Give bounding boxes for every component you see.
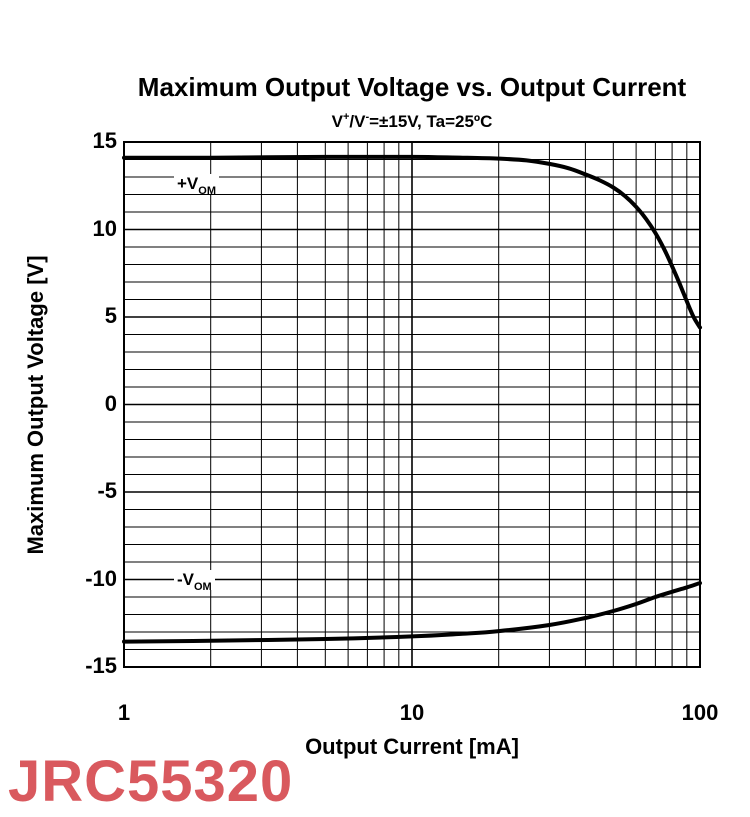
- y-tick-label: 5: [104, 303, 117, 328]
- series-line-minus-vom: [122, 581, 702, 644]
- series-label-plus-vom: +VOM: [174, 174, 220, 197]
- grid-lines: [124, 142, 700, 667]
- x-axis-label: Output Current [mA]: [305, 734, 519, 759]
- y-tick-label: 0: [104, 391, 117, 416]
- watermark-part-number: JRC55320: [8, 749, 294, 814]
- y-tick-label: -5: [97, 478, 117, 503]
- plot-frame: [123, 141, 701, 668]
- y-tick-label: 15: [92, 128, 117, 153]
- x-tick-label: 1: [117, 700, 131, 725]
- series-label-minus-vom: -VOM: [174, 570, 215, 593]
- series-line-plus-vom: [122, 154, 702, 330]
- x-tick-label: 100: [681, 700, 719, 725]
- x-tick-label: 10: [399, 700, 425, 725]
- y-tick-label: 10: [92, 216, 117, 241]
- y-tick-label: -15: [85, 653, 117, 678]
- y-tick-label: -10: [85, 566, 117, 591]
- chart-title: Maximum Output Voltage vs. Output Curren…: [137, 72, 687, 102]
- series-lines: [122, 154, 702, 644]
- chart-subtitle: V+/V-=±15V, Ta=25ºC: [331, 111, 493, 132]
